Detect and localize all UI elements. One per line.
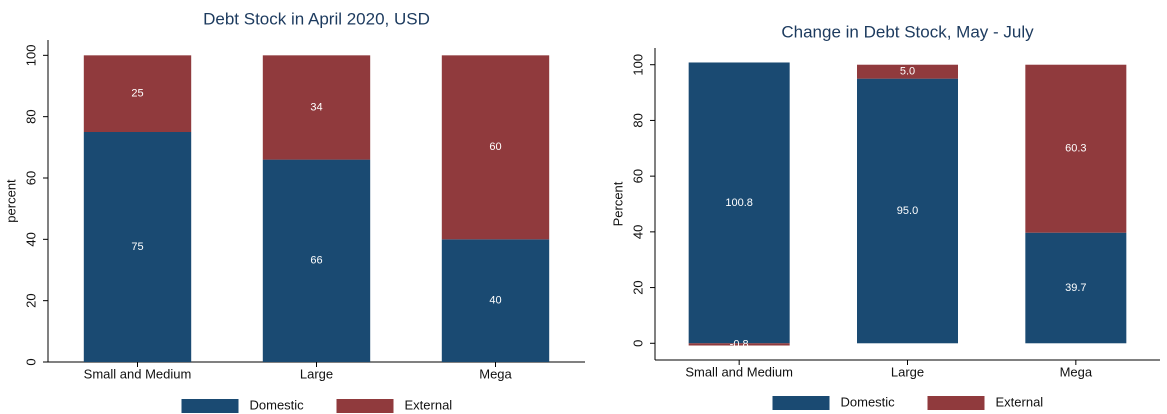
y-tick-label: 100 bbox=[23, 44, 38, 66]
value-label: 75 bbox=[131, 241, 143, 253]
y-tick-label: 80 bbox=[23, 109, 38, 123]
bar-segment bbox=[688, 343, 790, 346]
value-label: 34 bbox=[310, 101, 322, 113]
x-tick-label: Mega bbox=[479, 366, 512, 381]
y-tick-label: 40 bbox=[23, 232, 38, 246]
legend-label: External bbox=[996, 394, 1044, 409]
legend-label: External bbox=[405, 397, 453, 412]
x-tick-label: Large bbox=[891, 364, 924, 379]
x-tick-label: Large bbox=[300, 366, 333, 381]
x-tick-label: Mega bbox=[1060, 364, 1093, 379]
bar-segment bbox=[1025, 64, 1127, 233]
bar-segment bbox=[857, 78, 958, 344]
y-tick-label: 20 bbox=[630, 280, 645, 294]
value-label: 39.7 bbox=[1065, 282, 1086, 294]
y-tick-label: 60 bbox=[23, 171, 38, 185]
bar-segment bbox=[262, 159, 371, 362]
bar-segment bbox=[83, 132, 192, 362]
y-axis-label: percent bbox=[3, 179, 18, 223]
value-label: 25 bbox=[131, 88, 143, 100]
legend-swatch bbox=[927, 396, 985, 410]
legend-swatch bbox=[772, 396, 830, 410]
bar-segment bbox=[441, 55, 550, 240]
legend-label: Domestic bbox=[841, 394, 896, 409]
y-tick-label: 100 bbox=[630, 54, 645, 76]
value-label: 5.0 bbox=[900, 66, 915, 78]
chart-title: Change in Debt Stock, May - July bbox=[781, 22, 1034, 41]
legend-label: Domestic bbox=[250, 397, 305, 412]
y-tick-label: 60 bbox=[630, 169, 645, 183]
value-label: 100.8 bbox=[725, 197, 753, 209]
y-tick-label: 80 bbox=[630, 113, 645, 127]
y-tick-label: 20 bbox=[23, 293, 38, 307]
x-tick-label: Small and Medium bbox=[685, 364, 793, 379]
y-tick-label: 40 bbox=[630, 225, 645, 239]
value-label: 95.0 bbox=[897, 205, 918, 217]
bar-segment bbox=[262, 55, 371, 160]
legend-swatch bbox=[181, 399, 239, 413]
value-label: 60.3 bbox=[1065, 143, 1086, 155]
bar-segment bbox=[441, 239, 550, 362]
y-tick-label: 0 bbox=[630, 340, 645, 347]
x-tick-label: Small and Medium bbox=[84, 366, 192, 381]
y-tick-label: 0 bbox=[23, 358, 38, 365]
bar-segment bbox=[688, 62, 790, 344]
bar-segment bbox=[1025, 232, 1127, 344]
bar-segment bbox=[83, 55, 192, 133]
y-axis-label: Percent bbox=[610, 181, 625, 226]
value-label: 66 bbox=[310, 255, 322, 267]
value-label: 40 bbox=[489, 295, 501, 307]
value-label: -0.8 bbox=[730, 338, 749, 350]
legend-swatch bbox=[336, 399, 394, 413]
chart-title: Debt Stock in April 2020, USD bbox=[203, 9, 430, 28]
bar-segment bbox=[857, 64, 958, 79]
value-label: 60 bbox=[489, 141, 501, 153]
